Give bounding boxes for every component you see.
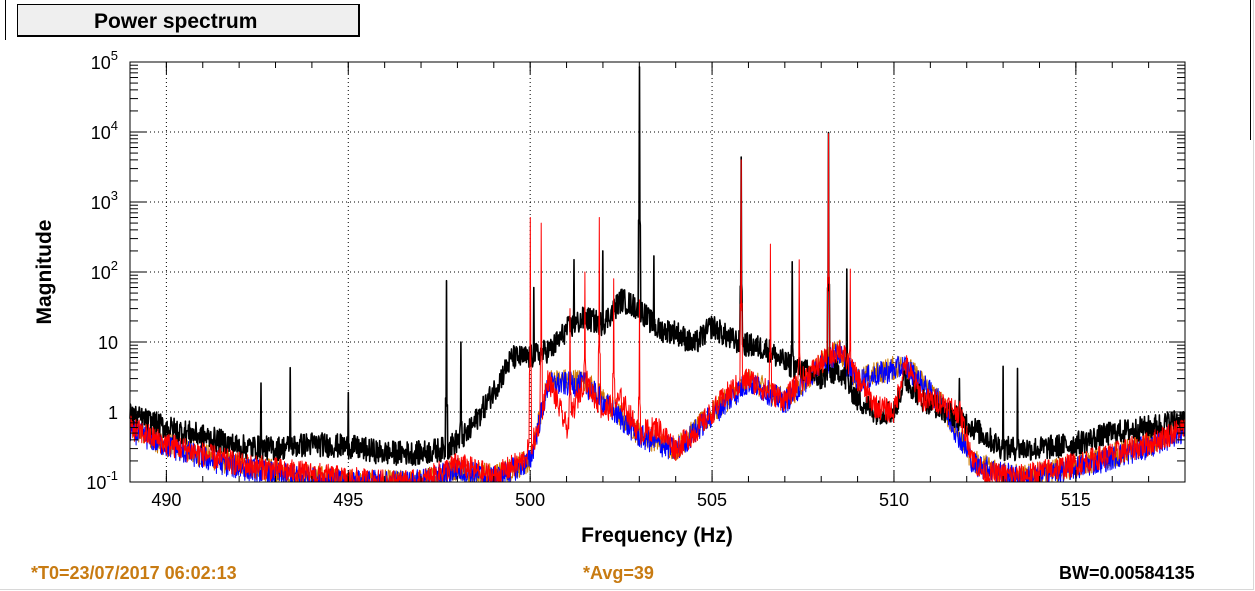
y-tick-label: 10 (98, 333, 118, 353)
x-tick-label: 490 (151, 490, 181, 510)
plot-area[interactable] (130, 62, 1185, 482)
y-tick-label: 10-1 (86, 468, 118, 493)
series-layer (129, 66, 1186, 483)
x-tick-label: 505 (697, 490, 727, 510)
x-tick-label: 510 (879, 490, 909, 510)
canvas-right-border (1250, 0, 1251, 140)
x-tick-label: 515 (1061, 490, 1091, 510)
footer-avg: *Avg=39 (583, 563, 654, 583)
y-tick-label: 1 (108, 403, 118, 423)
canvas-left-border (5, 0, 6, 40)
footer-t0: *T0=23/07/2017 06:02:13 (31, 563, 237, 583)
plot-title: Power spectrum (94, 10, 258, 33)
x-axis-label: Frequency (Hz) (581, 524, 733, 547)
x-tick-labels: 490 495 500 505 510 515 (151, 490, 1091, 510)
title-box: Power spectrum (17, 4, 360, 37)
axis-ticks (129, 61, 1186, 483)
x-tick-label: 495 (333, 490, 363, 510)
y-tick-label: 102 (91, 258, 118, 283)
y-tick-label: 103 (91, 188, 118, 213)
y-axis-label: Magnitude (33, 220, 56, 325)
y-tick-labels: 10-1 1 10 102 103 104 105 (86, 48, 118, 493)
series-line-0 (129, 66, 1186, 466)
footer-bw: BW=0.00584135 (1059, 563, 1195, 583)
x-tick-label: 500 (515, 490, 545, 510)
y-tick-label: 104 (91, 118, 118, 143)
y-tick-label: 105 (91, 48, 118, 73)
series-line-1 (129, 133, 1186, 483)
